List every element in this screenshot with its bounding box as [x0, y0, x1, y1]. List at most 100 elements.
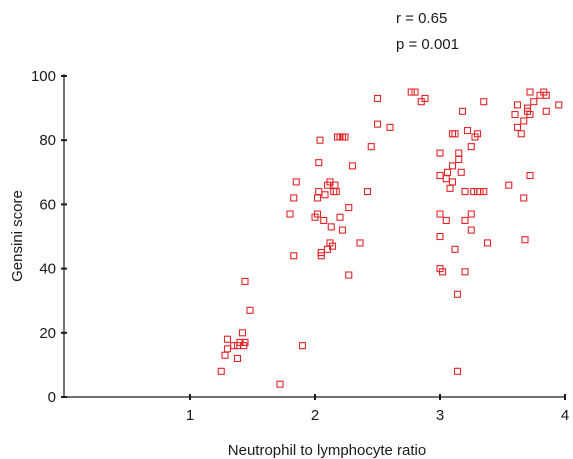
data-point	[367, 143, 375, 151]
data-point	[286, 210, 294, 218]
y-tick-label: 80	[39, 132, 56, 149]
data-point	[451, 130, 459, 138]
y-tick-label: 100	[31, 68, 56, 85]
data-point	[240, 342, 248, 350]
x-axis-label: Neutrophil to lymphocyte ratio	[228, 442, 426, 459]
data-point	[473, 130, 482, 138]
data-point	[217, 367, 225, 375]
data-point	[451, 245, 459, 253]
data-point	[461, 188, 469, 196]
data-point	[555, 101, 563, 109]
data-point	[386, 123, 394, 131]
data-point	[520, 117, 528, 125]
y-tick-label: 20	[39, 325, 56, 342]
data-point	[407, 88, 415, 96]
data-point	[436, 149, 444, 157]
data-point	[332, 188, 340, 196]
data-point	[480, 98, 488, 106]
data-point	[461, 268, 469, 276]
data-point	[345, 204, 353, 212]
data-point	[453, 290, 462, 298]
data-point	[276, 380, 284, 388]
data-point	[448, 162, 457, 170]
data-point	[341, 133, 349, 141]
data-point	[292, 178, 300, 186]
data-point	[458, 107, 467, 115]
x-ticks-group: 1 2 3 4	[186, 394, 569, 424]
x-tick-label: 4	[561, 407, 569, 424]
data-point	[313, 210, 322, 218]
data-point	[526, 88, 534, 96]
data-point	[448, 178, 457, 186]
y-tick-label: 0	[48, 389, 56, 406]
data-point	[373, 120, 382, 128]
data-point	[363, 188, 372, 196]
data-point	[373, 94, 382, 103]
data-point	[467, 226, 475, 234]
data-point	[328, 242, 337, 250]
data-point	[436, 171, 444, 180]
data-point	[526, 171, 534, 180]
data-point	[467, 210, 475, 218]
data-point	[542, 91, 550, 99]
data-point	[480, 188, 488, 196]
data-point	[467, 143, 475, 151]
data-point	[442, 175, 450, 183]
correlation-r-annotation: r = 0.65	[396, 10, 447, 27]
y-tick-label: 40	[39, 261, 56, 278]
data-point	[238, 329, 247, 337]
data-point	[290, 252, 298, 260]
data-point	[513, 101, 522, 109]
data-point	[327, 223, 335, 231]
data-point	[517, 130, 525, 138]
data-point	[313, 194, 322, 202]
data-point	[455, 155, 463, 164]
data-points-group	[217, 88, 563, 388]
data-point	[298, 342, 307, 350]
data-point	[223, 335, 232, 343]
data-point	[320, 216, 328, 224]
data-point	[470, 188, 478, 196]
data-point	[505, 181, 513, 189]
data-point	[526, 110, 534, 119]
data-point	[520, 194, 528, 202]
data-point	[345, 271, 353, 279]
x-tick-label: 2	[311, 407, 319, 424]
data-point	[457, 168, 465, 176]
data-point	[436, 232, 444, 241]
data-point	[461, 216, 469, 224]
data-point	[542, 107, 550, 115]
correlation-p-annotation: p = 0.001	[396, 36, 459, 53]
data-point	[411, 88, 419, 96]
y-tick-label: 60	[39, 196, 56, 213]
data-point	[356, 239, 364, 247]
data-point	[513, 123, 522, 131]
data-point	[338, 226, 347, 234]
data-point	[436, 210, 444, 218]
data-point	[321, 191, 329, 199]
data-point	[511, 110, 519, 119]
x-tick-label: 1	[186, 407, 194, 424]
data-point	[336, 213, 344, 221]
x-tick-label: 3	[436, 407, 444, 424]
data-point	[530, 98, 538, 106]
data-point	[221, 351, 229, 359]
data-point	[438, 268, 447, 276]
y-ticks-group: 0 20 40 60 80 100	[31, 68, 67, 406]
data-point	[421, 94, 429, 103]
data-point	[246, 306, 254, 314]
data-point	[315, 188, 323, 196]
data-point	[290, 194, 298, 202]
data-point	[230, 342, 238, 350]
data-point	[241, 277, 249, 285]
data-point	[315, 159, 323, 167]
data-point	[453, 367, 462, 375]
data-point	[483, 239, 492, 247]
data-point	[442, 216, 450, 224]
data-point	[455, 149, 463, 157]
data-point	[316, 136, 324, 144]
data-point	[521, 236, 529, 244]
data-point	[463, 127, 472, 135]
